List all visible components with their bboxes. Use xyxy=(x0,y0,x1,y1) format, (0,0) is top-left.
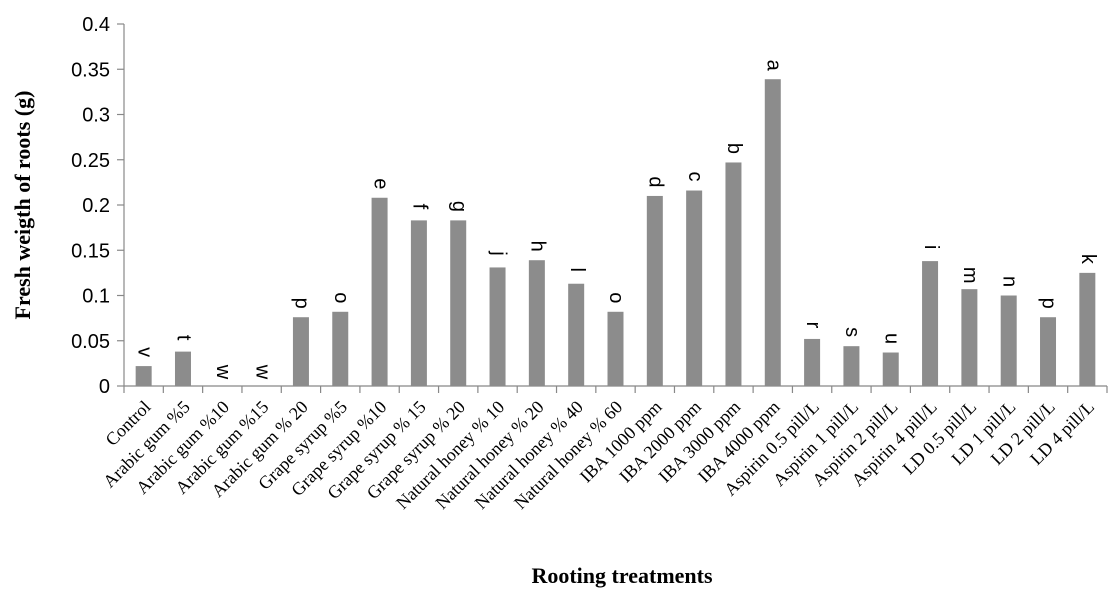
y-axis-title: Fresh weigth of roots (g) xyxy=(10,91,35,320)
bar-letter: p xyxy=(291,298,313,309)
bar xyxy=(922,261,939,386)
bar-letter: o xyxy=(605,292,627,303)
bar xyxy=(568,283,585,386)
y-tick-label: 0.3 xyxy=(82,105,110,127)
bar xyxy=(371,197,388,386)
bar-letter: f xyxy=(409,204,431,210)
bar xyxy=(410,220,427,386)
bar xyxy=(764,79,781,386)
y-tick-label: 0.25 xyxy=(71,150,110,172)
y-axis: 0 0.05 0.1 0.15 0.2 0.25 0.3 0.35 0.4 xyxy=(71,14,125,398)
bar-letter: k xyxy=(1077,254,1099,265)
y-tick-label: 0 xyxy=(99,376,110,398)
bar-letter: b xyxy=(723,143,745,154)
y-tick-label: 0.05 xyxy=(71,331,110,353)
bar-letter: i xyxy=(920,245,942,249)
bar xyxy=(804,338,821,386)
bars-group xyxy=(135,79,1096,386)
bar-letter: d xyxy=(645,176,667,187)
bar xyxy=(1000,295,1017,386)
bar-letter: l xyxy=(566,268,588,272)
bar-letter: v xyxy=(133,347,155,357)
bar-letter: p xyxy=(1038,298,1060,309)
bar-letter: r xyxy=(802,322,824,329)
bar-letter: a xyxy=(762,60,784,72)
bar xyxy=(882,352,899,386)
y-tick-label: 0.1 xyxy=(82,286,110,308)
bar-letter: c xyxy=(684,172,706,182)
bar xyxy=(607,311,624,386)
bar-letter: o xyxy=(330,292,352,303)
x-axis xyxy=(123,385,1108,393)
bar-letter: h xyxy=(527,241,549,252)
bar xyxy=(725,162,742,386)
bar xyxy=(961,289,978,386)
x-axis-title: Rooting treatments xyxy=(531,563,712,588)
bar-letter: e xyxy=(369,178,391,189)
y-tick-label: 0.4 xyxy=(82,14,110,36)
bar-letter: s xyxy=(841,327,863,337)
bar-letter: m xyxy=(959,267,981,284)
y-tick-label: 0.2 xyxy=(82,195,110,217)
bar xyxy=(843,346,860,386)
bar xyxy=(450,220,467,386)
bar-letter: n xyxy=(998,276,1020,287)
bar xyxy=(174,351,191,386)
y-tick-label: 0.35 xyxy=(71,59,110,81)
bar-letter: u xyxy=(880,333,902,344)
bar xyxy=(528,260,545,386)
bar xyxy=(292,317,309,386)
bar-letter: w xyxy=(251,364,273,380)
bar-letter: j xyxy=(487,250,509,255)
bar xyxy=(332,311,349,386)
bar xyxy=(1040,317,1057,386)
bar xyxy=(646,195,663,386)
y-tick-label: 0.15 xyxy=(71,240,110,262)
bar xyxy=(686,190,703,386)
bar-letter: w xyxy=(212,364,234,380)
bar xyxy=(135,366,152,386)
bar xyxy=(489,267,506,386)
bar-letter: t xyxy=(173,335,195,341)
significance-letters-group: v t w w p o e f g j h l o d c b a r s u i m n p k xyxy=(133,60,1099,380)
bar-letter: g xyxy=(448,201,470,212)
bar xyxy=(1079,272,1096,386)
